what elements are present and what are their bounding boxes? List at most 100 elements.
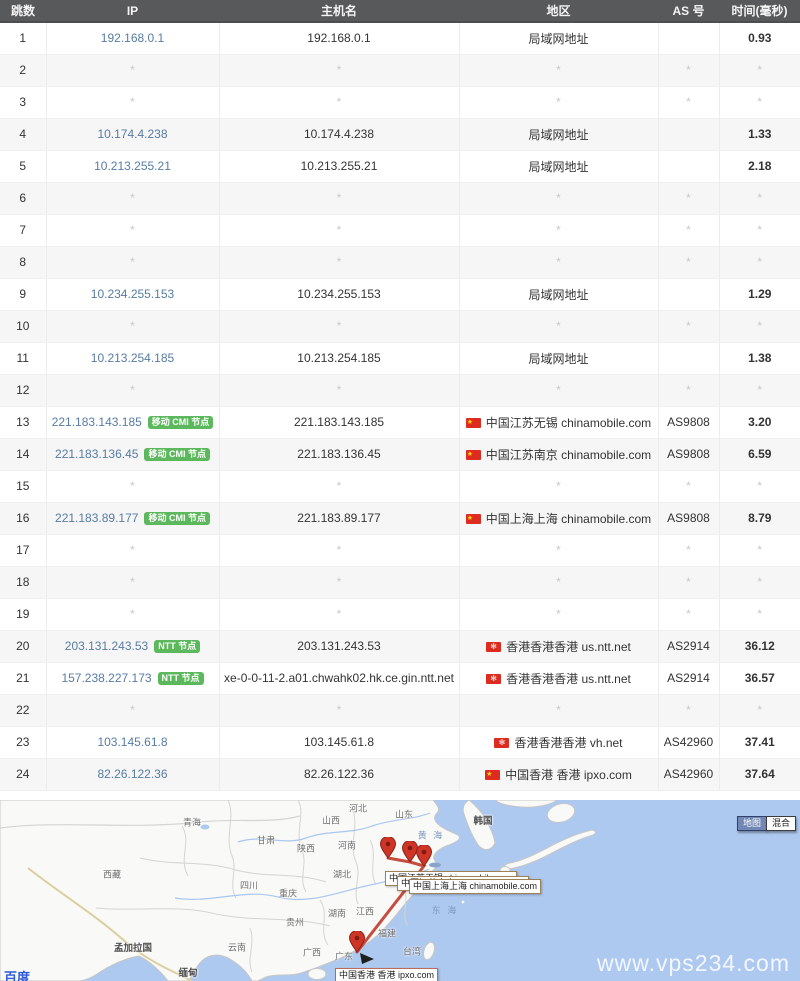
host-cell: 82.26.122.36 [219, 758, 460, 791]
col-header-host: 主机名 [219, 0, 459, 23]
region-cell: ✻ 香港香港香港 us.ntt.net [459, 630, 659, 663]
hop-cell: 1 [0, 22, 47, 55]
map-label-province: 福建 [377, 928, 397, 938]
flag-cn-icon: ★ [465, 513, 481, 524]
time-cell: * [719, 310, 800, 343]
ip-cell: 10.234.255.153 [46, 278, 220, 311]
region-text: 香港香港香港 vh.net [514, 735, 623, 750]
ip-cell: * [46, 214, 220, 247]
flag-hk-icon: ✻ [486, 641, 502, 652]
ip-cell: * [46, 598, 220, 631]
host-cell: 221.183.136.45 [219, 438, 460, 471]
ip-link[interactable]: 10.234.255.153 [90, 287, 175, 301]
ip-link[interactable]: 10.213.254.185 [90, 351, 175, 365]
time-cell: * [719, 534, 800, 567]
ip-cell: 221.183.89.177 移动 CMI 节点 [46, 502, 220, 535]
time-cell: 1.33 [719, 118, 800, 151]
map-label-sea: 黄 海 [417, 830, 445, 840]
asn-cell: AS9808 [658, 502, 720, 535]
table-row: 24 82.26.122.36 82.26.122.36 ★ 中国香港 香港 ipxo.… [0, 758, 800, 791]
map-type-button[interactable]: 地图 [736, 815, 767, 831]
map-type-button[interactable]: 混合 [765, 815, 796, 831]
table-row: 4 10.174.4.238 10.174.4.238 局域网地址 1.33 [0, 118, 800, 151]
ip-link[interactable]: 221.183.136.45 [55, 447, 139, 461]
region-text: 局域网地址 [528, 159, 589, 174]
ip-cell: * [46, 310, 220, 343]
region-cell: * [459, 86, 659, 119]
region-text: 中国上海上海 chinamobile.com [485, 511, 652, 526]
route-map[interactable]: 地图 混合 www.vps234.com 百度 青海 甘肃 陕西 山西 河北 河南 山东 西藏四… [0, 799, 800, 981]
hop-cell: 22 [0, 694, 47, 727]
map-land-mainland [0, 799, 460, 981]
map-canvas [0, 799, 800, 981]
region-cell: * [459, 470, 659, 503]
map-marker-icon[interactable] [348, 929, 366, 953]
region-cell: * [459, 54, 659, 87]
asn-cell [658, 150, 720, 183]
time-cell: 6.59 [719, 438, 800, 471]
asn-cell: * [658, 374, 720, 407]
ip-cell: * [46, 534, 220, 567]
time-cell: * [719, 214, 800, 247]
table-row: 14 221.183.136.45 移动 CMI 节点 221.183.136.45 ★… [0, 438, 800, 471]
time-cell: 0.93 [719, 22, 800, 55]
table-row: 12 * * * * * [0, 374, 800, 407]
ip-cell: 203.131.243.53 NTT 节点 [46, 630, 220, 663]
map-marker-icon[interactable] [415, 843, 433, 867]
table-header-row: 跳数 IP 主机名 地区 AS 号 时间(毫秒) [0, 0, 800, 23]
map-label-province: 江西 [355, 906, 375, 916]
map-marker-icon[interactable] [379, 835, 397, 859]
hop-cell: 21 [0, 662, 47, 695]
time-cell: 1.29 [719, 278, 800, 311]
hop-cell: 23 [0, 726, 47, 759]
host-cell: * [219, 86, 460, 119]
asn-cell [658, 342, 720, 375]
region-text: 中国香港 香港 ipxo.com [505, 767, 632, 782]
ip-link[interactable]: 221.183.89.177 [55, 511, 139, 525]
ip-cell: * [46, 246, 220, 279]
map-label-province: 河北 [348, 803, 368, 813]
ip-link[interactable]: 82.26.122.36 [97, 767, 168, 781]
map-label-province: 云南 [227, 942, 247, 952]
table-row: 7 * * * * * [0, 214, 800, 247]
hop-cell: 19 [0, 598, 47, 631]
map-label-province: 山东 [394, 809, 414, 819]
table-row: 9 10.234.255.153 10.234.255.153 局域网地址 1.29 [0, 278, 800, 311]
time-cell: * [719, 246, 800, 279]
asn-cell: * [658, 598, 720, 631]
time-cell: * [719, 470, 800, 503]
ip-link[interactable]: 221.183.143.185 [51, 415, 142, 429]
ip-link[interactable]: 10.213.255.21 [94, 159, 171, 173]
asn-cell: * [658, 182, 720, 215]
ip-cell: 103.145.61.8 [46, 726, 220, 759]
region-text: 局域网地址 [528, 31, 589, 46]
region-cell: * [459, 214, 659, 247]
map-land-korea [462, 799, 496, 850]
ip-cell: * [46, 54, 220, 87]
flag-cn-icon: ★ [485, 769, 501, 780]
ip-link[interactable]: 103.145.61.8 [97, 735, 168, 749]
map-label-country: 缅甸 [178, 967, 198, 979]
region-cell: ✻ 香港香港香港 vh.net [459, 726, 659, 759]
host-cell: * [219, 566, 460, 599]
map-land-ne [494, 799, 558, 808]
traceroute-table: 跳数 IP 主机名 地区 AS 号 时间(毫秒) 1 192.168.0.1 192… [0, 0, 800, 791]
route-line [355, 856, 427, 953]
region-cell: ★ 中国江苏无锡 chinamobile.com [459, 406, 659, 439]
ip-link[interactable]: 192.168.0.1 [100, 31, 165, 46]
time-cell: 8.79 [719, 502, 800, 535]
host-cell: 10.174.4.238 [219, 118, 460, 151]
ip-cell: * [46, 86, 220, 119]
time-cell: 1.38 [719, 342, 800, 375]
ip-link[interactable]: 157.238.227.173 [61, 671, 152, 685]
time-cell: * [719, 54, 800, 87]
ip-cell: 10.174.4.238 [46, 118, 220, 151]
ip-link[interactable]: 203.131.243.53 [64, 639, 149, 653]
ip-link[interactable]: 10.174.4.238 [97, 127, 168, 141]
map-label-province: 广西 [302, 947, 322, 957]
hop-cell: 6 [0, 182, 47, 215]
ip-cell: 221.183.136.45 移动 CMI 节点 [46, 438, 220, 471]
map-marker-icon[interactable] [401, 839, 419, 863]
time-cell: 2.18 [719, 150, 800, 183]
